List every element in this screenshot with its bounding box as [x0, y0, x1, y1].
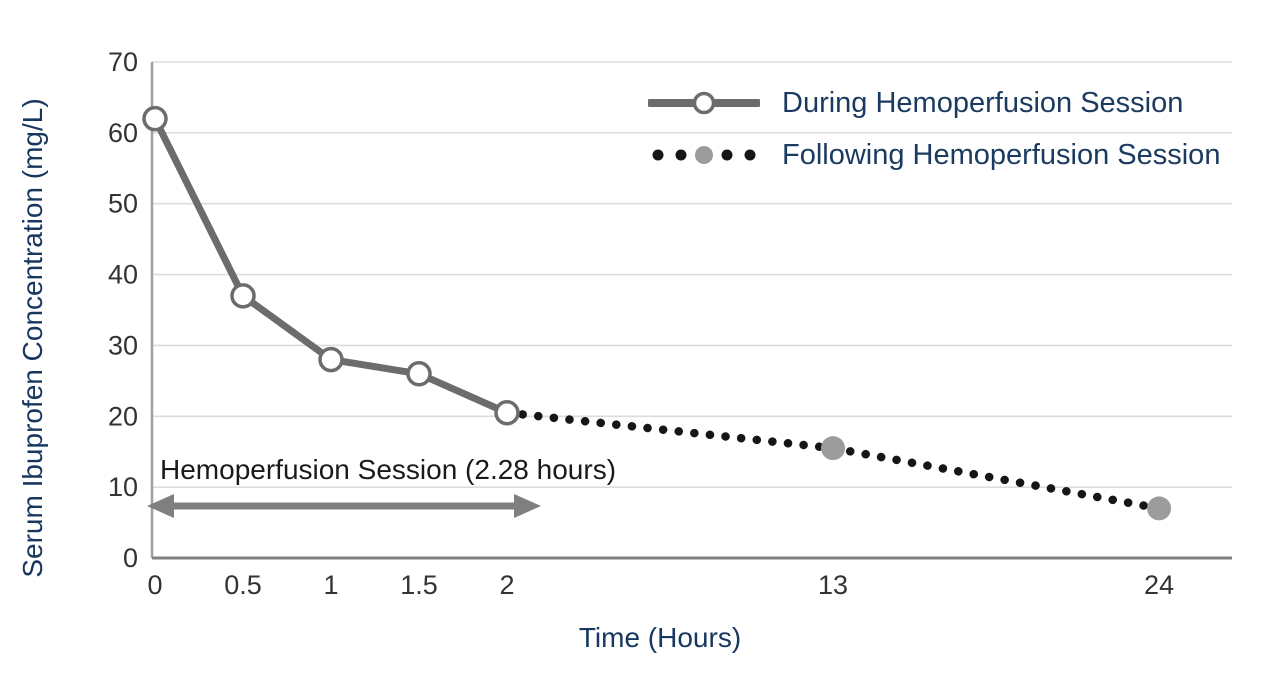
x-tick-label: 0.5 — [224, 570, 262, 600]
x-axis-title: Time (Hours) — [578, 622, 742, 653]
x-tick-label: 2 — [499, 570, 514, 600]
y-tick-label: 50 — [108, 189, 138, 219]
y-tick-label: 0 — [123, 543, 138, 573]
gridlines — [152, 61, 1232, 488]
session-duration-arrow — [147, 494, 541, 518]
x-tick-label: 1 — [323, 570, 338, 600]
y-tick-label: 30 — [108, 330, 138, 360]
y-tick-label: 70 — [108, 47, 138, 77]
x-tick-label: 24 — [1144, 570, 1174, 600]
hemoperfusion-session-annotation: Hemoperfusion Session (2.28 hours) — [160, 454, 617, 485]
series-following-marker — [821, 436, 846, 461]
x-tick-label: 13 — [818, 570, 848, 600]
legend-label-during: During Hemoperfusion Session — [782, 86, 1184, 119]
y-tick-labels: 0 10 20 30 40 50 60 70 — [108, 47, 138, 573]
x-tick-labels: 0 0.5 1 1.5 2 13 24 — [147, 570, 1174, 600]
legend-label-following: Following Hemoperfusion Session — [782, 138, 1221, 171]
legend-item-following: Following Hemoperfusion Session — [648, 136, 1220, 174]
y-tick-label: 60 — [108, 118, 138, 148]
series-during-marker — [494, 399, 520, 426]
series-during-marker — [318, 346, 344, 373]
y-axis-title: Serum Ibuprofen Concentration (mg/L) — [17, 98, 48, 578]
x-tick-label: 1.5 — [400, 570, 438, 600]
y-tick-label: 20 — [108, 401, 138, 431]
series-during-marker — [230, 283, 256, 309]
following-series-swatch-icon — [652, 146, 756, 164]
series-during-marker — [142, 105, 168, 132]
series-during-marker — [406, 361, 432, 387]
legend: During Hemoperfusion Session Following H… — [648, 84, 1220, 174]
y-tick-label: 10 — [108, 472, 138, 502]
during-series-swatch-icon — [648, 91, 760, 115]
y-tick-label: 40 — [108, 260, 138, 290]
series-following-marker — [1147, 496, 1172, 521]
legend-item-during: During Hemoperfusion Session — [648, 84, 1220, 122]
x-tick-label: 0 — [147, 570, 162, 600]
